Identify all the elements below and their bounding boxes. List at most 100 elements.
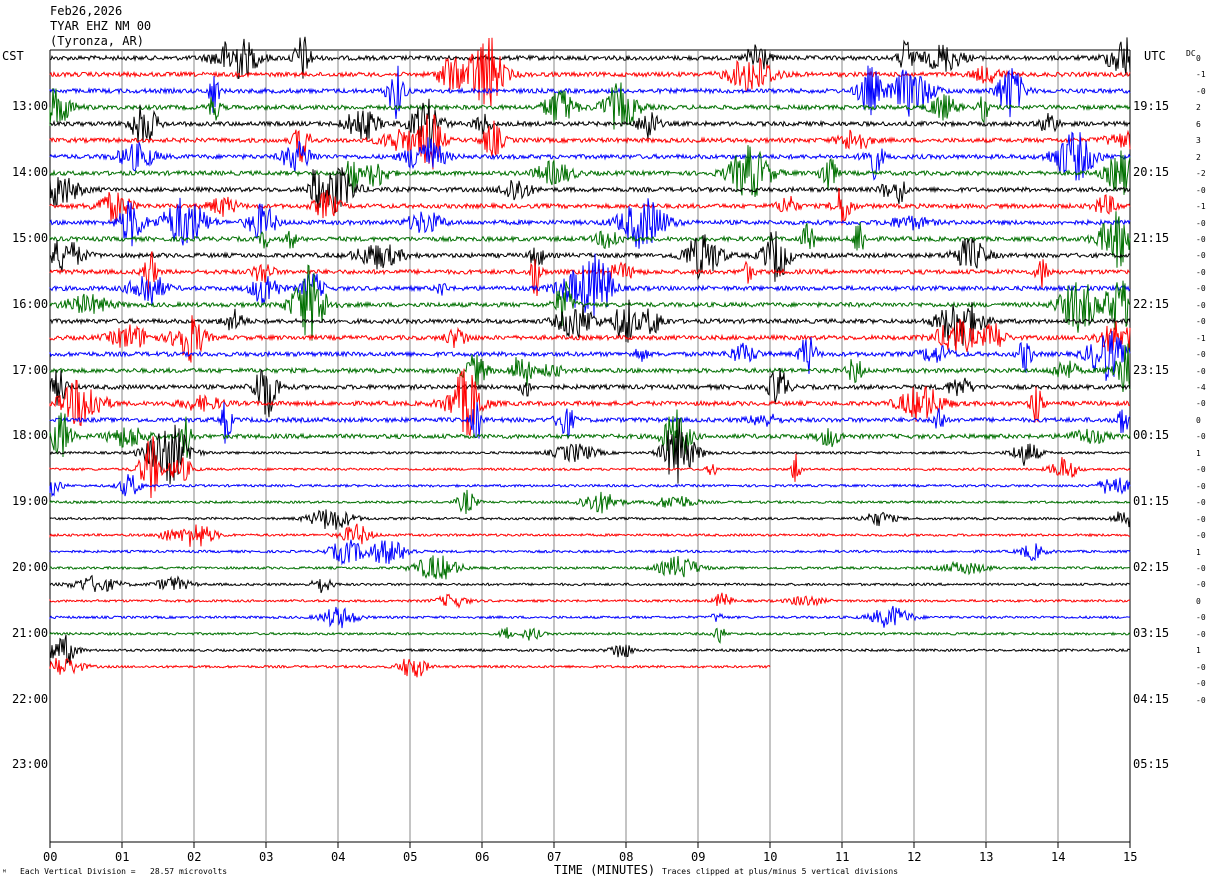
right-hour-label: 20:15 [1133,165,1170,180]
dc-offset-label: -0 [1196,465,1206,475]
dc-offset-label: -1 [1196,333,1206,343]
dc-offset-label: -0 [1196,563,1206,573]
left-hour-label: 13:00 [12,99,49,114]
dc-offset-label: 0 [1196,415,1201,425]
trace-row [49,145,1131,198]
x-axis-label: TIME (MINUTES) [554,863,656,877]
right-timezone-label: UTC [1144,49,1166,63]
dc-offset-label: -0 [1196,251,1206,261]
left-hour-label: 14:00 [12,165,49,180]
trace-row [49,343,1131,392]
dc-offset-label: -0 [1196,185,1206,195]
dc-offset-label: -0 [1196,218,1206,228]
station-label: TYAR EHZ NM 00 [50,19,152,33]
dc-offset-label: -0 [1196,695,1206,705]
dc-offset-label: -4 [1196,383,1206,392]
dc-offset-label: -0 [1196,267,1206,277]
trace-row [49,627,1131,644]
trace-row [49,592,1131,609]
trace-row [49,37,1131,107]
trace-row [49,367,1131,418]
left-hour-label: 15:00 [12,230,49,245]
trace-row [49,65,1131,120]
left-hour-label: 21:00 [12,625,49,640]
left-hour-label: 17:00 [12,362,49,377]
x-tick-label: 07 [547,850,562,864]
trace-row [49,509,1131,530]
trace-row [49,211,1131,268]
chart-grid [49,49,1131,843]
left-hour-label: 18:00 [12,428,49,443]
dc-offset-label: -0 [1196,580,1206,590]
trace-row [49,264,1131,341]
x-tick-label: 08 [619,850,634,864]
trace-row [49,489,1131,515]
trace-row [49,409,1131,463]
x-tick-label: 03 [259,850,274,864]
left-hour-label: 16:00 [12,296,49,311]
right-hour-label: 19:15 [1133,99,1170,114]
right-hour-label: 23:15 [1133,362,1170,377]
trace-row [49,315,1131,363]
left-hour-label: 22:00 [12,691,49,706]
trace-row [49,330,1131,381]
vertical-division-note: Each Vertical Division = 28.57 microvolt… [20,867,228,876]
dc-offset-label: 0 [1196,596,1201,606]
trace-row [49,131,1131,181]
dc-offset-label: 1 [1196,547,1201,557]
trace-row [49,539,1131,566]
dc-offset-label: 2 [1196,103,1201,113]
trace-row [49,197,1131,249]
dc-offset-label: -0 [1196,234,1206,244]
trace-row [49,657,771,678]
trace-row [49,36,1131,80]
x-tick-label: 01 [115,850,130,864]
dc-offset-label: -0 [1196,86,1206,96]
trace-row [49,474,1131,498]
dc-offset-label: -0 [1196,481,1206,491]
right-hour-label: 01:15 [1133,494,1170,509]
trace-row [49,82,1131,130]
right-hour-label: 05:15 [1133,757,1170,772]
dc-offset-label: 1 [1196,646,1201,656]
trace-row [49,634,1131,665]
trace-row [49,605,1131,629]
x-tick-label: 02 [187,850,202,864]
left-timezone-label: CST [2,49,24,63]
right-hour-label: 22:15 [1133,296,1170,311]
trace-row [49,368,1131,437]
dc-offset-label: -0 [1196,350,1206,360]
x-tick-label: 14 [1051,850,1066,864]
dc-offset-label: -1 [1196,70,1206,80]
dc-offset-label: -0 [1196,317,1206,327]
date-label: Feb26,2026 [50,4,123,18]
dc-offset-label: -0 [1196,662,1206,672]
x-tick-label: 04 [331,850,346,864]
dc-offset-label: 2 [1196,152,1201,162]
x-tick-label: 10 [763,850,778,864]
dc-offset-label: -0 [1196,629,1206,639]
x-tick-label: 15 [1123,850,1138,864]
trace-row [49,253,1131,318]
dc-offset-label: -0 [1196,679,1206,689]
dc-offset-label: -0 [1196,514,1206,524]
dc-offset-label: -0 [1196,531,1206,541]
x-tick-label: 00 [43,850,58,864]
trace-row [49,523,1131,547]
left-hour-label: 19:00 [12,494,49,509]
location-label: (Tyronza, AR) [50,34,144,48]
left-hour-label: 20:00 [12,559,49,574]
trace-row [49,187,1131,226]
dc-offset-label: 0 [1196,54,1201,63]
dc-offset-label: -1 [1196,202,1206,212]
dc-offset-label: 1 [1196,448,1201,458]
right-hour-label: 03:15 [1133,625,1170,640]
dc-offset-label: -0 [1196,432,1206,442]
seismic-traces [49,36,1131,678]
x-tick-label: 05 [403,850,418,864]
trace-row [49,574,1131,594]
trace-row [49,555,1131,580]
dc-offset-label: -2 [1196,169,1206,179]
dc-label: DC [1186,49,1196,58]
